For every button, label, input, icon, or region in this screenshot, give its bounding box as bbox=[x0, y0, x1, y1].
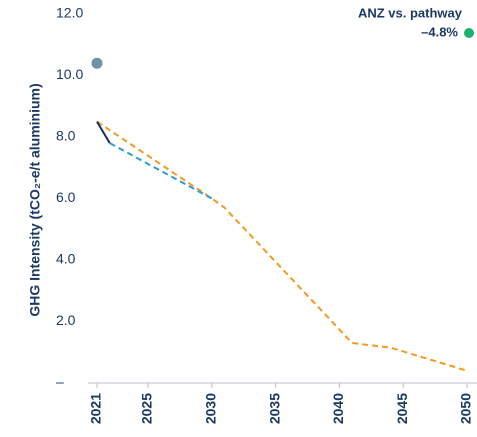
y-tick-label: 8.0 bbox=[56, 128, 76, 144]
x-tick-label: 2045 bbox=[394, 393, 410, 424]
annotation-title: ANZ vs. pathway bbox=[358, 5, 463, 20]
line bbox=[96, 120, 468, 372]
x-tick-label: 2025 bbox=[139, 393, 155, 424]
annotation-dot bbox=[464, 28, 474, 38]
x-tick-label: 2040 bbox=[330, 393, 346, 424]
y-axis-label: GHG Intensity (tCO₂-e/t aluminium) bbox=[27, 83, 43, 316]
y-tick-label: 10.0 bbox=[56, 66, 83, 82]
line bbox=[96, 121, 111, 144]
annotation-value: –4.8% bbox=[421, 24, 458, 39]
x-tick-label: 2050 bbox=[458, 393, 474, 424]
x-tick-label: 2021 bbox=[88, 393, 104, 424]
x-tick-label: 2030 bbox=[203, 393, 219, 424]
y-tick-label: 6.0 bbox=[56, 189, 76, 205]
y-tick-label: 2.0 bbox=[56, 312, 76, 328]
y-tick-label: 4.0 bbox=[56, 251, 76, 267]
line bbox=[109, 142, 213, 200]
y-tick-label: 12.0 bbox=[56, 5, 83, 21]
point bbox=[91, 57, 103, 69]
x-tick-label: 2035 bbox=[266, 393, 282, 424]
y-tick-label: – bbox=[56, 374, 64, 390]
